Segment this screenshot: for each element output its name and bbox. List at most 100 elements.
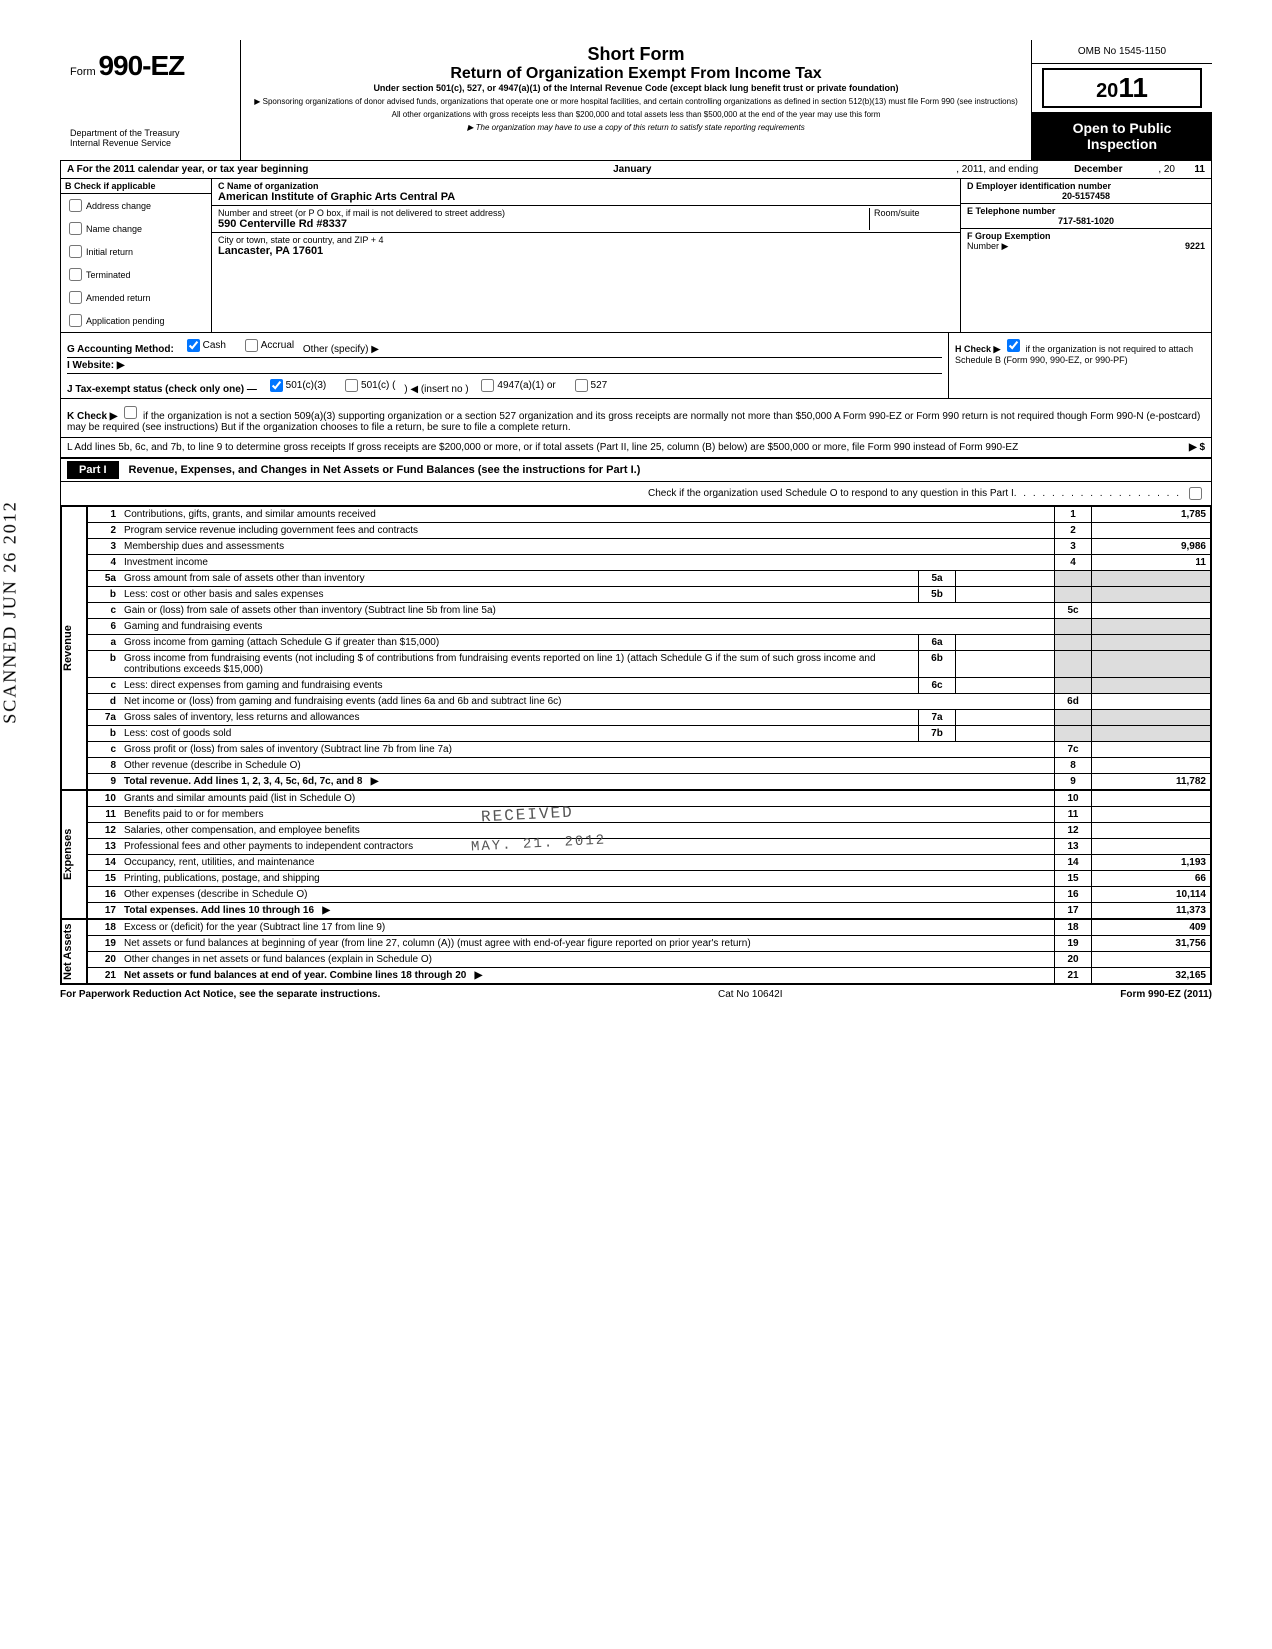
form-word: Form (70, 66, 96, 78)
chk-pending[interactable] (69, 314, 82, 327)
line-amount: 31,756 (1092, 936, 1211, 952)
chk-527[interactable] (575, 379, 588, 392)
line-desc: Gain or (loss) from sale of assets other… (120, 603, 1055, 619)
group-exemption-num: 9221 (1185, 241, 1205, 251)
line-a-label: A For the 2011 calendar year, or tax yea… (67, 164, 308, 175)
line-number: 10 (88, 791, 121, 807)
chk-amended[interactable] (69, 291, 82, 304)
line-mid-amt (956, 635, 1055, 651)
line-number: c (88, 678, 121, 694)
line-mid-amt (956, 587, 1055, 603)
chk-address-change[interactable] (69, 199, 82, 212)
dept-treasury: Department of the Treasury (70, 128, 230, 138)
line-l-text: L Add lines 5b, 6c, and 7b, to line 9 to… (67, 442, 1189, 453)
chk-4947[interactable] (481, 379, 494, 392)
line-desc: Occupancy, rent, utilities, and maintena… (120, 855, 1055, 871)
line-amount: 32,165 (1092, 968, 1211, 984)
line-amt-shaded (1092, 651, 1211, 678)
sponsor-note-1: ▶ Sponsoring organizations of donor advi… (251, 97, 1021, 106)
org-name: American Institute of Graphic Arts Centr… (218, 191, 455, 203)
line-row: 18Excess or (deficit) for the year (Subt… (88, 920, 1211, 936)
sponsor-note-2: All other organizations with gross recei… (251, 110, 1021, 119)
line-desc: Contributions, gifts, grants, and simila… (120, 507, 1055, 523)
chk-cash[interactable] (187, 339, 200, 352)
chk-accrual[interactable] (245, 339, 258, 352)
line-row: dNet income or (loss) from gaming and fu… (88, 694, 1211, 710)
line-row: 3Membership dues and assessments39,986 (88, 539, 1211, 555)
line-number: d (88, 694, 121, 710)
line-box-shaded (1055, 710, 1092, 726)
line-box-num: 21 (1055, 968, 1092, 984)
line-box-shaded (1055, 651, 1092, 678)
line-amount: 11 (1092, 555, 1211, 571)
line-row: bLess: cost or other basis and sales exp… (88, 587, 1211, 603)
line-desc: Other expenses (describe in Schedule O) (120, 887, 1055, 903)
dept-irs: Internal Revenue Service (70, 138, 230, 148)
line-number: 9 (88, 774, 121, 790)
line-number: 15 (88, 871, 121, 887)
line-box-num: 13 (1055, 839, 1092, 855)
line-row: 17Total expenses. Add lines 10 through 1… (88, 903, 1211, 919)
room-suite-label: Room/suite (869, 208, 954, 230)
line-mid-amt (956, 571, 1055, 587)
line-number: 13 (88, 839, 121, 855)
line-mid-num: 7b (919, 726, 956, 742)
line-i-label: I Website: ▶ (67, 360, 125, 371)
line-desc: Benefits paid to or for members (120, 807, 1055, 823)
form-number: 990-EZ (98, 50, 184, 81)
line-row: cGain or (loss) from sale of assets othe… (88, 603, 1211, 619)
line-box-num: 15 (1055, 871, 1092, 887)
line-a-mid: , 2011, and ending (956, 164, 1038, 175)
line-mid-amt (956, 726, 1055, 742)
line-row: bLess: cost of goods sold7b (88, 726, 1211, 742)
line-desc: Net assets or fund balances at end of ye… (120, 968, 1055, 984)
return-title: Return of Organization Exempt From Incom… (251, 65, 1021, 83)
line-box-num: 1 (1055, 507, 1092, 523)
line-desc: Other revenue (describe in Schedule O) (120, 758, 1055, 774)
line-desc: Gaming and fundraising events (120, 619, 1055, 635)
chk-line-k[interactable] (124, 406, 137, 419)
line-number: 14 (88, 855, 121, 871)
line-mid-amt (956, 678, 1055, 694)
line-box-num: 11 (1055, 807, 1092, 823)
chk-terminated[interactable] (69, 268, 82, 281)
line-g-other: Other (specify) ▶ (303, 344, 379, 355)
line-row: 8Other revenue (describe in Schedule O)8 (88, 758, 1211, 774)
line-row: 13Professional fees and other payments t… (88, 839, 1211, 855)
page-footer: For Paperwork Reduction Act Notice, see … (60, 985, 1212, 1004)
line-row: cLess: direct expenses from gaming and f… (88, 678, 1211, 694)
netassets-side-label: Net Assets (61, 919, 87, 984)
line-row: 20Other changes in net assets or fund ba… (88, 952, 1211, 968)
line-amt-shaded (1092, 571, 1211, 587)
line-row: 1Contributions, gifts, grants, and simil… (88, 507, 1211, 523)
line-b-label: B Check if applicable (61, 179, 211, 194)
line-box-num: 14 (1055, 855, 1092, 871)
chk-schedule-o[interactable] (1189, 487, 1202, 500)
line-desc: Total revenue. Add lines 1, 2, 3, 4, 5c,… (120, 774, 1055, 790)
line-desc: Net income or (loss) from gaming and fun… (120, 694, 1055, 710)
line-amt-shaded (1092, 635, 1211, 651)
line-desc: Gross income from gaming (attach Schedul… (120, 635, 919, 651)
line-row: 5aGross amount from sale of assets other… (88, 571, 1211, 587)
line-box-num: 8 (1055, 758, 1092, 774)
chk-name-change[interactable] (69, 222, 82, 235)
line-box-num: 16 (1055, 887, 1092, 903)
line-l-arrow: ▶ $ (1189, 442, 1205, 453)
line-desc: Membership dues and assessments (120, 539, 1055, 555)
line-amount: 9,986 (1092, 539, 1211, 555)
line-row: 10Grants and similar amounts paid (list … (88, 791, 1211, 807)
line-number: 17 (88, 903, 121, 919)
chk-initial-return[interactable] (69, 245, 82, 258)
org-address: 590 Centerville Rd #8337 (218, 218, 347, 230)
scanned-stamp: SCANNED JUN 26 2012 (0, 500, 21, 724)
form-header: Form 990-EZ Department of the Treasury I… (60, 40, 1212, 161)
line-box-num: 7c (1055, 742, 1092, 758)
chk-schedule-b[interactable] (1007, 339, 1020, 352)
chk-501c3[interactable] (270, 379, 283, 392)
line-desc: Excess or (deficit) for the year (Subtra… (120, 920, 1055, 936)
line-f-label: F Group Exemption (967, 231, 1051, 241)
line-amount: 66 (1092, 871, 1211, 887)
chk-501c[interactable] (345, 379, 358, 392)
line-amount (1092, 807, 1211, 823)
line-number: b (88, 726, 121, 742)
